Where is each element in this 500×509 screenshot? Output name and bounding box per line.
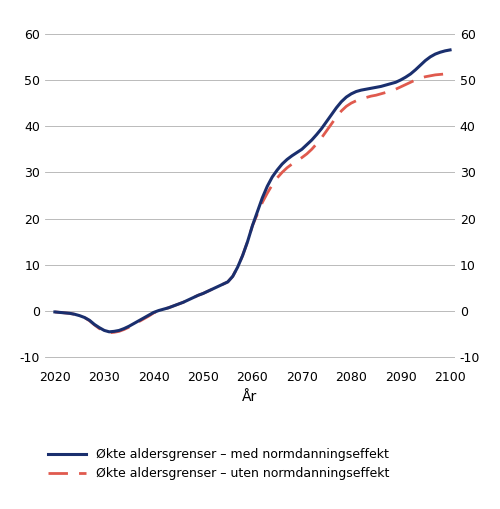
Legend: Økte aldersgrenser – med normdanningseffekt, Økte aldersgrenser – uten normdanni: Økte aldersgrenser – med normdanningseff… xyxy=(43,443,394,485)
X-axis label: År: År xyxy=(242,390,258,404)
